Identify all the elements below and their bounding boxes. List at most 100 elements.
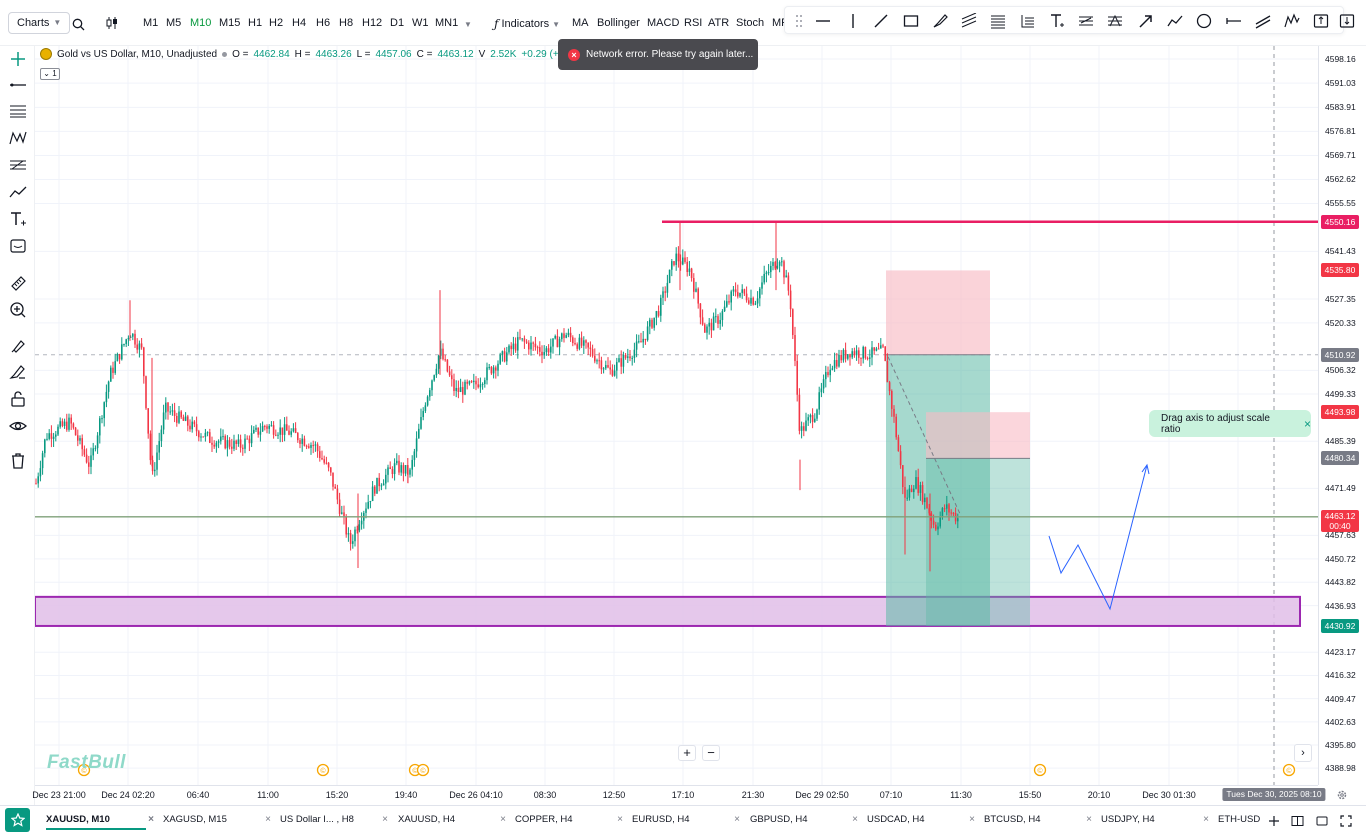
brush-erase-icon[interactable] xyxy=(7,361,29,383)
text-tool-icon[interactable] xyxy=(1047,11,1067,31)
brush-icon[interactable] xyxy=(930,11,950,31)
close-icon[interactable]: × xyxy=(734,814,740,825)
fib-icon[interactable] xyxy=(7,154,29,176)
close-icon[interactable]: × xyxy=(1086,814,1092,825)
timeframe-h2[interactable]: H2 xyxy=(269,17,284,29)
parallel-channel-icon[interactable] xyxy=(959,11,979,31)
ray-icon[interactable] xyxy=(1224,11,1244,31)
candle-body xyxy=(290,431,292,435)
indicator-atr[interactable]: ATR xyxy=(708,17,730,29)
trash-icon[interactable] xyxy=(7,450,29,472)
symbol-tab[interactable]: ETH-USD xyxy=(1218,812,1266,830)
symbol-tab-label: USDJPY, H4 xyxy=(1101,814,1155,825)
timeframe-h4[interactable]: H4 xyxy=(292,17,307,29)
arrow-icon[interactable] xyxy=(1136,11,1156,31)
elliott-wave-icon[interactable] xyxy=(1282,11,1302,31)
fib-retracement-icon[interactable] xyxy=(988,11,1008,31)
time-axis[interactable]: Dec 23 21:00 Dec 24 02:20 06:40 11:00 15:20 1… xyxy=(32,785,1326,803)
candle-body xyxy=(415,438,418,452)
price-axis[interactable]: 4598.16 4591.03 4583.91 4576.81 4569.71 4562.… xyxy=(1318,46,1366,785)
layout-icon[interactable] xyxy=(1291,814,1304,826)
close-icon[interactable]: × xyxy=(148,814,154,825)
timeframe-m15[interactable]: M15 xyxy=(219,17,241,29)
indicator-ma[interactable]: MA xyxy=(572,17,589,29)
parallel-lines-icon[interactable] xyxy=(1253,11,1273,31)
indicator-macd[interactable]: MACD xyxy=(647,17,680,29)
fullscreen-icon[interactable] xyxy=(1340,814,1352,827)
zoom-in-button[interactable]: + xyxy=(678,745,696,761)
indicator-mf[interactable]: MF xyxy=(772,17,788,29)
symbol-title[interactable]: Gold vs US Dollar, M10, Unadjusted xyxy=(57,48,218,60)
timeframe-mn1[interactable]: MN1 xyxy=(435,17,459,29)
symbol-tab[interactable]: XAUUSD, M10 × xyxy=(46,812,154,830)
search-icon[interactable] xyxy=(70,16,86,32)
close-icon[interactable]: × xyxy=(969,814,975,825)
symbol-tab[interactable]: USDCAD, H4 × xyxy=(867,812,975,830)
close-icon[interactable]: × xyxy=(617,814,623,825)
eye-icon[interactable] xyxy=(7,415,29,437)
symbol-tab[interactable]: XAGUSD, M15 × xyxy=(163,812,271,830)
close-icon[interactable]: × xyxy=(1203,814,1209,825)
symbol-tab[interactable]: BTCUSD, H4 × xyxy=(984,812,1092,830)
timeframe-h6[interactable]: H6 xyxy=(316,17,331,29)
symbol-tab[interactable]: COPPER, H4 × xyxy=(515,812,623,830)
close-icon[interactable]: × xyxy=(1303,416,1311,431)
indicator-bollinger[interactable]: Bollinger xyxy=(597,17,640,29)
rectangle-icon[interactable] xyxy=(901,11,921,31)
symbol-tab[interactable]: EURUSD, H4 × xyxy=(632,812,740,830)
circle-icon[interactable] xyxy=(1194,11,1214,31)
trend-icon[interactable] xyxy=(7,181,29,203)
symbol-tab[interactable]: XAUUSD, H4 × xyxy=(398,812,506,830)
timeframe-m10[interactable]: M10 xyxy=(190,17,212,29)
symbol-tab[interactable]: USDJPY, H4 × xyxy=(1101,812,1209,830)
timeframe-more-icon[interactable]: ▼ xyxy=(464,20,472,29)
timeframe-m1[interactable]: M1 xyxy=(143,17,159,29)
add-tab-icon[interactable] xyxy=(1268,814,1280,826)
short-position-icon[interactable] xyxy=(1339,13,1355,29)
trend-line-icon[interactable] xyxy=(871,11,891,31)
charts-menu-button[interactable]: Charts ▼ xyxy=(8,12,71,34)
grip-icon[interactable] xyxy=(789,11,809,31)
timeframe-h1[interactable]: H1 xyxy=(248,17,263,29)
vertical-line-icon[interactable] xyxy=(843,11,863,31)
close-icon[interactable]: × xyxy=(500,814,506,825)
horizontal-line-icon[interactable] xyxy=(7,74,29,96)
pitchfork-icon[interactable] xyxy=(1105,11,1125,31)
chart-canvas[interactable]: © © © © © © xyxy=(0,0,1318,785)
timeframe-m5[interactable]: M5 xyxy=(166,17,182,29)
indicators-button[interactable]: ƒ Indicators ▼ xyxy=(494,17,560,31)
timeframe-h12[interactable]: H12 xyxy=(362,17,383,29)
timeframe-d1[interactable]: D1 xyxy=(390,17,405,29)
window-icon[interactable] xyxy=(1316,814,1328,826)
ruler-icon[interactable] xyxy=(7,272,29,294)
zoom-in-icon[interactable] xyxy=(7,299,29,321)
regression-icon[interactable] xyxy=(1076,11,1096,31)
indicator-collapse-button[interactable]: ⌄ 1 xyxy=(40,68,60,80)
crosshair-icon[interactable] xyxy=(7,48,29,70)
close-icon[interactable]: × xyxy=(265,814,271,825)
zoom-out-button[interactable]: − xyxy=(702,745,720,761)
timeframe-w1[interactable]: W1 xyxy=(412,17,429,29)
watchlist-button[interactable] xyxy=(5,808,30,832)
path-icon[interactable] xyxy=(1165,11,1185,31)
symbol-tab[interactable]: US Dollar I... , H8 × xyxy=(280,812,388,830)
pattern-icon[interactable] xyxy=(7,127,29,149)
lock-icon[interactable] xyxy=(7,388,29,410)
indicator-stoch[interactable]: Stoch xyxy=(736,17,765,29)
price-label: 4569.71 xyxy=(1325,150,1356,161)
candle-type-icon[interactable] xyxy=(104,15,120,31)
indicator-rsi[interactable]: RSI xyxy=(684,17,703,29)
settings-gear-icon[interactable] xyxy=(1336,788,1348,800)
scroll-to-realtime-button[interactable]: › xyxy=(1294,744,1312,762)
text-icon[interactable] xyxy=(7,208,29,230)
long-position-icon[interactable] xyxy=(1311,11,1331,31)
horizontal-ray-icon[interactable] xyxy=(7,100,29,122)
magnet-icon[interactable] xyxy=(7,335,29,357)
close-icon[interactable]: × xyxy=(382,814,388,825)
symbol-tab[interactable]: GBPUSD, H4 × xyxy=(750,812,858,830)
close-icon[interactable]: × xyxy=(852,814,858,825)
timeframe-h8[interactable]: H8 xyxy=(339,17,354,29)
annotation-icon[interactable] xyxy=(7,235,29,257)
horizontal-line-icon[interactable] xyxy=(813,11,833,31)
fib-extension-icon[interactable] xyxy=(1017,11,1037,31)
